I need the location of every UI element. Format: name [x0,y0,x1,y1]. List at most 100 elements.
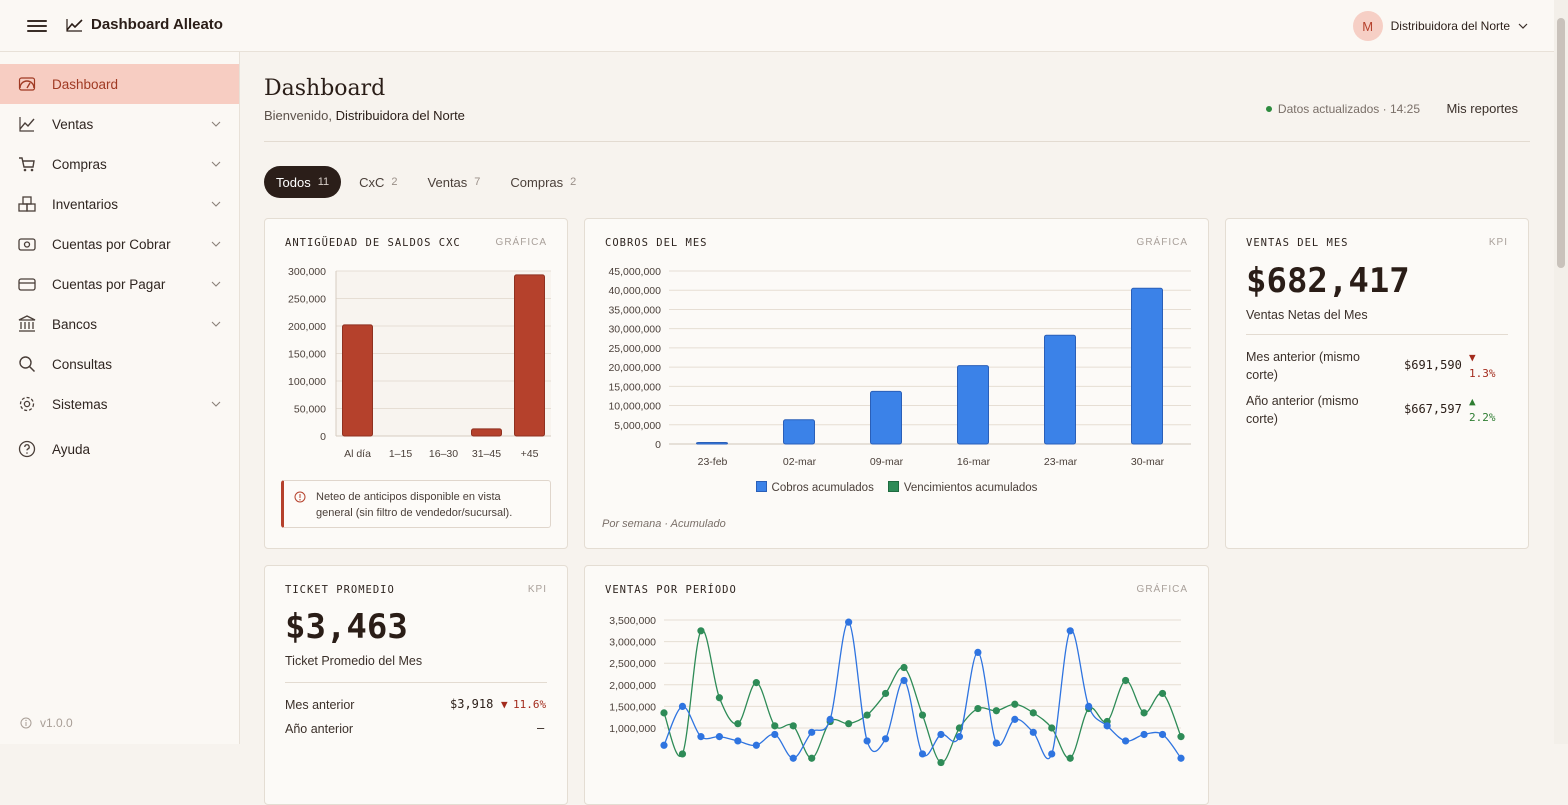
data-point [1066,627,1074,635]
sidebar-item-dashboard[interactable]: Dashboard [0,64,239,104]
y-tick-label: 5,000,000 [614,420,661,432]
data-point [1177,754,1185,762]
data-point [1029,728,1037,736]
tab-cxc[interactable]: CxC 2 [347,166,409,198]
comparison-delta: 1.3% [1469,367,1496,380]
legend-item-vencimientos[interactable]: Vencimientos acumulados [887,481,1037,494]
kpi-value: $682,417 [1246,261,1410,301]
tab-label: CxC [359,174,385,190]
x-tick-label: 16–30 [429,448,458,460]
data-point [1048,750,1056,758]
comparison-delta: 2.2% [1469,411,1496,424]
cash-icon [18,238,36,251]
data-point [734,737,742,745]
scrollbar[interactable] [1554,0,1568,744]
chevron-down-icon [211,121,221,127]
sidebar-item-label: Sistemas [52,396,108,412]
data-point [660,709,668,717]
data-point [697,733,705,741]
ventas-periodo-card: VENTAS POR PERÍODO GRÁFICA 1,000,000 1,50… [584,565,1209,805]
y-tick-label: 50,000 [294,404,326,416]
sidebar-item-sistemas[interactable]: Sistemas [0,384,239,424]
data-point [678,702,687,710]
sidebar-item-compras[interactable]: Compras [0,144,239,184]
y-tick-label: 40,000,000 [608,285,661,297]
header-divider [264,141,1530,142]
chart-footnote: Por semana · Acumulado [602,518,726,530]
y-tick-label: 2,000,000 [609,680,656,692]
data-point [660,741,668,749]
data-point [863,711,871,719]
kpi-value: $3,463 [285,607,408,647]
x-tick-label: 02-mar [783,456,817,468]
data-point [752,741,760,749]
data-point [992,739,1000,747]
data-point [1103,722,1111,730]
data-point [992,707,1000,715]
data-point [1122,737,1130,745]
card-tag: KPI [1488,237,1508,248]
comparison-arrow: ▲ [1469,395,1476,408]
data-point [937,758,945,767]
data-point [697,627,705,635]
tab-todos[interactable]: Todos 11 [264,166,342,198]
sidebar-item-label: Bancos [52,316,98,332]
sidebar-item-ayuda[interactable]: Ayuda [0,429,239,469]
sidebar-item-label: Cuentas por Pagar [52,276,166,292]
chart-legend: Cobros acumulados Vencimientos acumulado… [585,481,1208,494]
x-tick-label: 16-mar [957,456,991,468]
chevron-down-icon [211,201,221,207]
tab-count: 7 [474,176,481,188]
sidebar-item-consultas[interactable]: Consultas [0,344,239,384]
my-reports-link[interactable]: Mis reportes [1446,101,1518,116]
comparison-value: $667,597 [1404,402,1462,416]
trend-icon [19,117,35,132]
tab-compras[interactable]: Compras 2 [498,166,588,198]
welcome-text: Bienvenido, Distribuidora del Norte [264,108,465,123]
card-title: TICKET PROMEDIO [285,584,395,596]
sidebar-item-ventas[interactable]: Ventas [0,104,239,144]
brand[interactable]: Dashboard Alleato [66,16,223,33]
bar [696,441,728,445]
y-tick-label: 3,500,000 [609,615,656,627]
legend-item-cobros[interactable]: Cobros acumulados [755,481,874,494]
top-bar: Dashboard Alleato M Distribuidora del No… [0,0,1568,52]
y-tick-label: 250,000 [288,294,326,306]
comparison-delta: 11.6% [513,698,547,711]
data-point [826,715,834,723]
version-info: v1.0.0 [20,716,73,730]
card-tag: KPI [527,584,547,595]
user-menu[interactable]: M Distribuidora del Norte [1352,11,1528,41]
y-tick-label: 1,500,000 [609,701,656,713]
data-point [863,737,871,745]
cobros-card: COBROS DEL MES GRÁFICA 0 5,000,000 10,000,… [584,218,1209,549]
comparison-label: Mes anterior [285,698,355,712]
sidebar-item-inventarios[interactable]: Inventarios [0,184,239,224]
data-point [715,694,723,702]
x-tick-label: 31–45 [472,448,501,460]
gauge-icon [18,77,36,91]
bar [471,428,502,437]
sidebar-item-label: Compras [52,156,107,172]
aging-card: ANTIGÜEDAD DE SALDOS CXC GRÁFICA 0 50,000… [264,218,568,549]
bar [1044,334,1076,445]
data-point [808,728,816,736]
y-tick-label: 100,000 [288,376,326,388]
scrollbar-thumb[interactable] [1557,18,1565,268]
bar [957,365,989,445]
divider [285,682,547,683]
notice-text: Neteo de anticipos disponible en vista g… [316,491,513,519]
tab-ventas[interactable]: Ventas 7 [416,166,493,198]
y-tick-label: 15,000,000 [608,381,661,393]
ticket-card: TICKET PROMEDIO KPI $3,463 Ticket Promed… [264,565,568,805]
sidebar-item-cuentas-por-cobrar[interactable]: Cuentas por Cobrar [0,224,239,264]
sidebar-item-label: Cuentas por Cobrar [52,236,171,252]
sidebar-item-cuentas-por-pagar[interactable]: Cuentas por Pagar [0,264,239,304]
sidebar-item-bancos[interactable]: Bancos [0,304,239,344]
y-tick-label: 45,000,000 [608,266,661,278]
y-tick-label: 0 [320,431,326,443]
menu-icon[interactable] [27,17,47,35]
data-point [789,754,797,762]
x-tick-label: 09-mar [870,456,904,468]
chevron-down-icon [1518,23,1528,29]
